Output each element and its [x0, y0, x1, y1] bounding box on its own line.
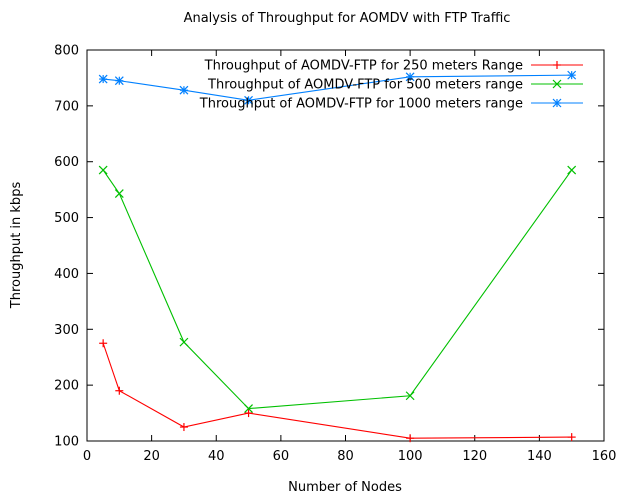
- x-tick-label: 140: [527, 449, 552, 464]
- y-tick-label: 600: [54, 155, 79, 170]
- data-point-s3: [567, 70, 577, 80]
- y-tick-label: 100: [54, 435, 79, 450]
- x-axis: 0 20 40 60 80 100 120 140 160: [83, 50, 617, 464]
- legend-label-2: Throughput of AOMDV-FTP for 500 meters r…: [207, 78, 523, 93]
- series-layer: [98, 70, 577, 443]
- data-point-s3: [98, 74, 108, 84]
- data-point-s1: [244, 409, 253, 418]
- data-point-s1: [406, 434, 415, 443]
- y-tick-label: 800: [54, 44, 79, 59]
- y-tick-label: 700: [54, 99, 79, 114]
- data-point-s1: [115, 386, 124, 395]
- series-line-2: [102, 169, 573, 410]
- x-tick-label: 160: [592, 449, 617, 464]
- legend-marker-3: [552, 98, 562, 108]
- data-point-s3: [244, 95, 253, 105]
- data-point-s1: [99, 339, 108, 348]
- x-tick-label: 20: [143, 449, 160, 464]
- data-point-s2: [114, 189, 124, 198]
- legend-marker-2: [552, 79, 562, 89]
- x-tick-label: 0: [83, 449, 91, 464]
- legend-label-3: Throughput of AOMDV-FTP for 1000 meters …: [199, 97, 523, 112]
- data-point-s2: [98, 165, 108, 175]
- data-point-s1: [179, 423, 188, 432]
- chart-title: Analysis of Throughput for AOMDV with FT…: [184, 11, 511, 26]
- y-tick-label: 400: [54, 267, 79, 282]
- y-axis: 100 200 300 400 500 600 700 800: [54, 44, 604, 450]
- x-tick-label: 100: [398, 449, 423, 464]
- x-tick-label: 80: [337, 449, 354, 464]
- data-point-s3: [114, 76, 124, 86]
- x-tick-label: 120: [462, 449, 487, 464]
- data-point-s2: [567, 165, 577, 175]
- data-point-s2: [244, 404, 253, 414]
- y-tick-label: 200: [54, 379, 79, 394]
- data-point-s2: [179, 337, 189, 347]
- data-point-s3: [405, 72, 415, 82]
- x-axis-label: Number of Nodes: [288, 480, 402, 495]
- y-tick-label: 500: [54, 211, 79, 226]
- legend: Throughput of AOMDV-FTP for 250 meters R…: [199, 59, 583, 112]
- data-point-s1: [567, 433, 576, 442]
- y-tick-label: 300: [54, 323, 79, 338]
- data-point-s3: [179, 85, 189, 95]
- x-tick-label: 40: [208, 449, 225, 464]
- legend-marker-1: [553, 61, 561, 69]
- x-tick-label: 60: [273, 449, 290, 464]
- data-point-s2: [405, 391, 415, 401]
- series-line-1: [102, 343, 572, 439]
- y-axis-label: Throughput in kbps: [9, 182, 24, 310]
- legend-label-1: Throughput of AOMDV-FTP for 250 meters R…: [204, 59, 523, 74]
